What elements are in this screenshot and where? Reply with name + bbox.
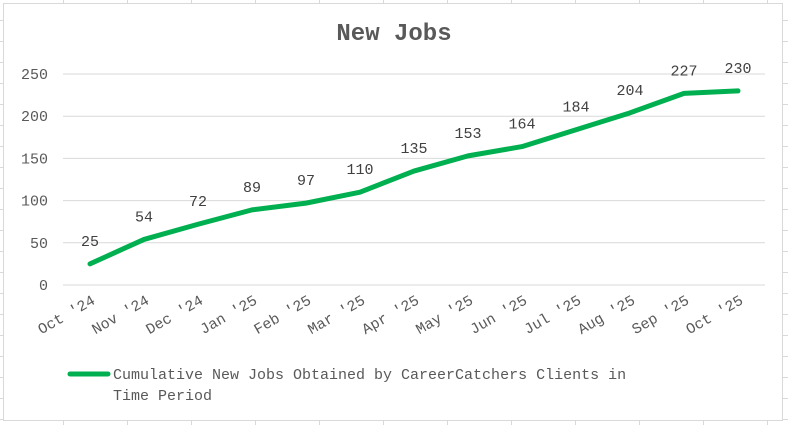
data-label: 54 bbox=[135, 209, 153, 226]
y-tick-label: 0 bbox=[39, 278, 48, 295]
y-tick-label: 250 bbox=[21, 67, 48, 84]
x-tick-label: Apr '25 bbox=[359, 293, 422, 339]
data-label: 135 bbox=[400, 141, 427, 158]
y-tick-label: 100 bbox=[21, 194, 48, 211]
x-tick-label: Mar '25 bbox=[305, 293, 368, 339]
x-tick-label: May '25 bbox=[413, 293, 476, 339]
x-tick-label: Dec '24 bbox=[143, 293, 206, 339]
data-labels: 25 54 72 89 97 110 135 153 164 184 204 227 230 bbox=[81, 61, 752, 251]
x-tick-label: Oct '24 bbox=[35, 293, 98, 339]
data-label: 164 bbox=[508, 117, 535, 134]
data-label: 110 bbox=[346, 162, 373, 179]
data-label: 25 bbox=[81, 234, 99, 251]
x-tick-label: Nov '24 bbox=[89, 293, 152, 339]
x-tick-label: Jan '25 bbox=[197, 293, 260, 339]
legend-line-2: Time Period bbox=[113, 388, 212, 405]
x-tick-label: Sep '25 bbox=[629, 293, 692, 339]
chart-title: New Jobs bbox=[336, 21, 451, 48]
x-tick-label: Jun '25 bbox=[467, 293, 530, 339]
chart-area[interactable] bbox=[3, 3, 783, 421]
x-tick-label: Feb '25 bbox=[251, 293, 314, 339]
data-label: 97 bbox=[297, 173, 315, 190]
x-tick-label: Jul '25 bbox=[521, 293, 584, 339]
y-axis-ticks: 0 50 100 150 200 250 bbox=[21, 67, 48, 295]
y-tick-label: 200 bbox=[21, 109, 48, 126]
data-label: 204 bbox=[616, 83, 643, 100]
gridlines bbox=[63, 73, 765, 286]
data-label: 153 bbox=[454, 126, 481, 143]
legend-line-1: Cumulative New Jobs Obtained by CareerCa… bbox=[113, 367, 626, 384]
data-label: 230 bbox=[724, 61, 751, 78]
x-tick-label: Aug '25 bbox=[575, 293, 638, 339]
y-tick-label: 150 bbox=[21, 151, 48, 168]
legend[interactable]: Cumulative New Jobs Obtained by CareerCa… bbox=[67, 367, 626, 405]
data-label: 89 bbox=[243, 180, 261, 197]
series-line[interactable] bbox=[87, 88, 741, 267]
data-label: 184 bbox=[562, 100, 589, 117]
data-label: 72 bbox=[189, 194, 207, 211]
y-tick-label: 50 bbox=[30, 236, 48, 253]
data-label: 227 bbox=[670, 63, 697, 80]
x-tick-label: Oct '25 bbox=[683, 293, 746, 339]
